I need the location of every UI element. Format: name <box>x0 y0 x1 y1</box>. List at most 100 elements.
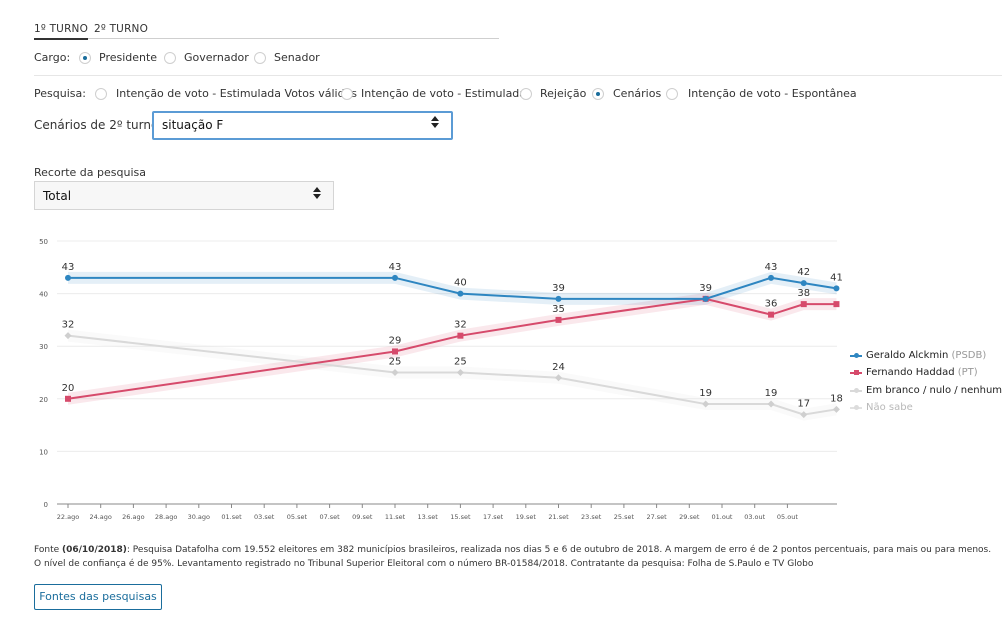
radio-espontanea[interactable] <box>666 88 678 100</box>
error-band <box>68 292 837 405</box>
data-label: 25 <box>454 357 467 368</box>
data-point <box>555 374 562 382</box>
data-point <box>767 400 775 408</box>
data-label: 43 <box>389 262 402 273</box>
x-tick-label: 13.set <box>418 513 439 521</box>
data-label: 25 <box>389 357 402 368</box>
radio-senador[interactable] <box>254 52 266 64</box>
data-point <box>457 290 464 297</box>
cenarios-label: Cenários de 2º turno: <box>34 118 163 132</box>
pesquisa-label: Pesquisa: <box>34 87 86 100</box>
legend-marker-icon <box>854 353 859 358</box>
data-label: 32 <box>62 320 75 331</box>
y-tick-label: 50 <box>39 238 48 246</box>
legend-series-name: Em branco / nulo / nenhum <box>866 385 1002 396</box>
radio-cenarios-label[interactable]: Cenários <box>613 87 662 100</box>
x-tick-label: 25.set <box>614 513 635 521</box>
legend-series-name: Geraldo Alckmin <box>866 350 949 361</box>
footnote-prefix: Fonte <box>34 545 62 555</box>
legend-series-party: (PT) <box>954 367 978 378</box>
data-point <box>768 274 775 281</box>
radio-estimulada-validos[interactable] <box>95 88 107 100</box>
data-point <box>833 301 840 308</box>
data-point <box>768 311 775 318</box>
data-point <box>702 400 710 408</box>
radio-presidente[interactable] <box>79 52 91 64</box>
data-point <box>800 301 807 308</box>
radio-estimulada[interactable] <box>341 88 353 100</box>
x-tick-label: 27.set <box>646 513 667 521</box>
x-tick-label: 29.set <box>679 513 700 521</box>
series-line <box>68 276 837 300</box>
x-tick-label: 21.set <box>548 513 569 521</box>
x-tick-label: 23.set <box>581 513 602 521</box>
line-chart: 0 10 20 30 40 50 22.ago 24.ago 26.ago 28.ago 30.ag… <box>39 238 843 521</box>
series-line <box>67 334 837 416</box>
radio-estimulada-label[interactable]: Intenção de voto - Estimulada <box>361 87 527 100</box>
y-tick-label: 10 <box>39 448 48 456</box>
data-label: 18 <box>830 393 843 404</box>
x-tick-label: 05.out <box>777 513 798 521</box>
data-label: 35 <box>552 304 565 315</box>
data-label: 36 <box>765 299 778 310</box>
data-label: 19 <box>699 388 712 399</box>
radio-governador-label[interactable]: Governador <box>184 51 249 64</box>
error-band <box>68 329 837 421</box>
y-tick-label: 0 <box>44 501 48 509</box>
x-tick-label: 17.set <box>483 513 504 521</box>
radio-espontanea-label[interactable]: Intenção de voto - Espontânea <box>688 87 857 100</box>
x-tick-label: 07.set <box>319 513 340 521</box>
data-label: 20 <box>62 383 75 394</box>
x-tick-label: 01.out <box>712 513 733 521</box>
radio-governador[interactable] <box>164 52 176 64</box>
legend-marker-icon <box>854 388 859 393</box>
recorte-select[interactable]: Total <box>34 181 334 210</box>
x-tick-label: 11.set <box>385 513 406 521</box>
data-label: 38 <box>797 288 810 299</box>
data-point <box>800 280 807 287</box>
data-point <box>392 348 398 355</box>
data-point <box>832 405 840 413</box>
cargo-label: Cargo: <box>34 51 71 64</box>
error-band <box>68 271 837 305</box>
x-tick-label: 15.set <box>450 513 471 521</box>
data-point <box>391 369 399 376</box>
legend-label: Geraldo Alckmin (PSDB) <box>866 349 986 362</box>
data-label: 40 <box>454 278 467 289</box>
recorte-label: Recorte da pesquisa <box>34 166 146 179</box>
tab-1-turno[interactable]: 1º TURNO <box>34 22 89 40</box>
data-point <box>65 395 71 402</box>
series-line <box>67 297 837 400</box>
data-label: 43 <box>62 262 75 273</box>
radio-senador-label[interactable]: Senador <box>274 51 320 64</box>
legend-label: Fernando Haddad (PT) <box>866 366 978 379</box>
data-point <box>800 411 808 419</box>
x-tick-label: 24.ago <box>89 513 111 521</box>
data-label: 42 <box>797 267 810 278</box>
x-tick-label: 30.ago <box>188 513 210 521</box>
data-point <box>833 285 840 292</box>
x-tick-label: 09.set <box>352 513 373 521</box>
legend-series-party: (PSDB) <box>948 350 987 361</box>
footnote-text: : Pesquisa Datafolha com 19.552 eleitore… <box>34 545 992 569</box>
data-point <box>555 316 562 323</box>
radio-rejeicao-label[interactable]: Rejeição <box>540 87 587 100</box>
radio-cenarios[interactable] <box>592 88 604 100</box>
x-tick-label: 01.set <box>221 513 242 521</box>
select-arrows-icon <box>431 116 439 134</box>
legend-marker-icon <box>854 405 859 410</box>
source-footnote: Fonte (06/10/2018): Pesquisa Datafolha c… <box>34 543 994 571</box>
radio-rejeicao[interactable] <box>520 88 532 100</box>
tab-2-turno[interactable]: 2º TURNO <box>94 23 149 35</box>
cenarios-select-value: situação F <box>162 118 224 132</box>
data-point <box>555 295 562 302</box>
fontes-button[interactable]: Fontes das pesquisas <box>34 584 162 610</box>
cenarios-select[interactable]: situação F <box>152 111 453 140</box>
footnote-date: (06/10/2018) <box>62 545 127 555</box>
data-label: 41 <box>830 272 843 283</box>
radio-estimulada-validos-label[interactable]: Intenção de voto - Estimulada Votos váli… <box>116 87 358 100</box>
data-point <box>457 332 464 339</box>
data-label: 24 <box>552 362 565 373</box>
radio-presidente-label[interactable]: Presidente <box>99 51 158 64</box>
legend-label: Em branco / nulo / nenhum <box>866 384 1002 397</box>
